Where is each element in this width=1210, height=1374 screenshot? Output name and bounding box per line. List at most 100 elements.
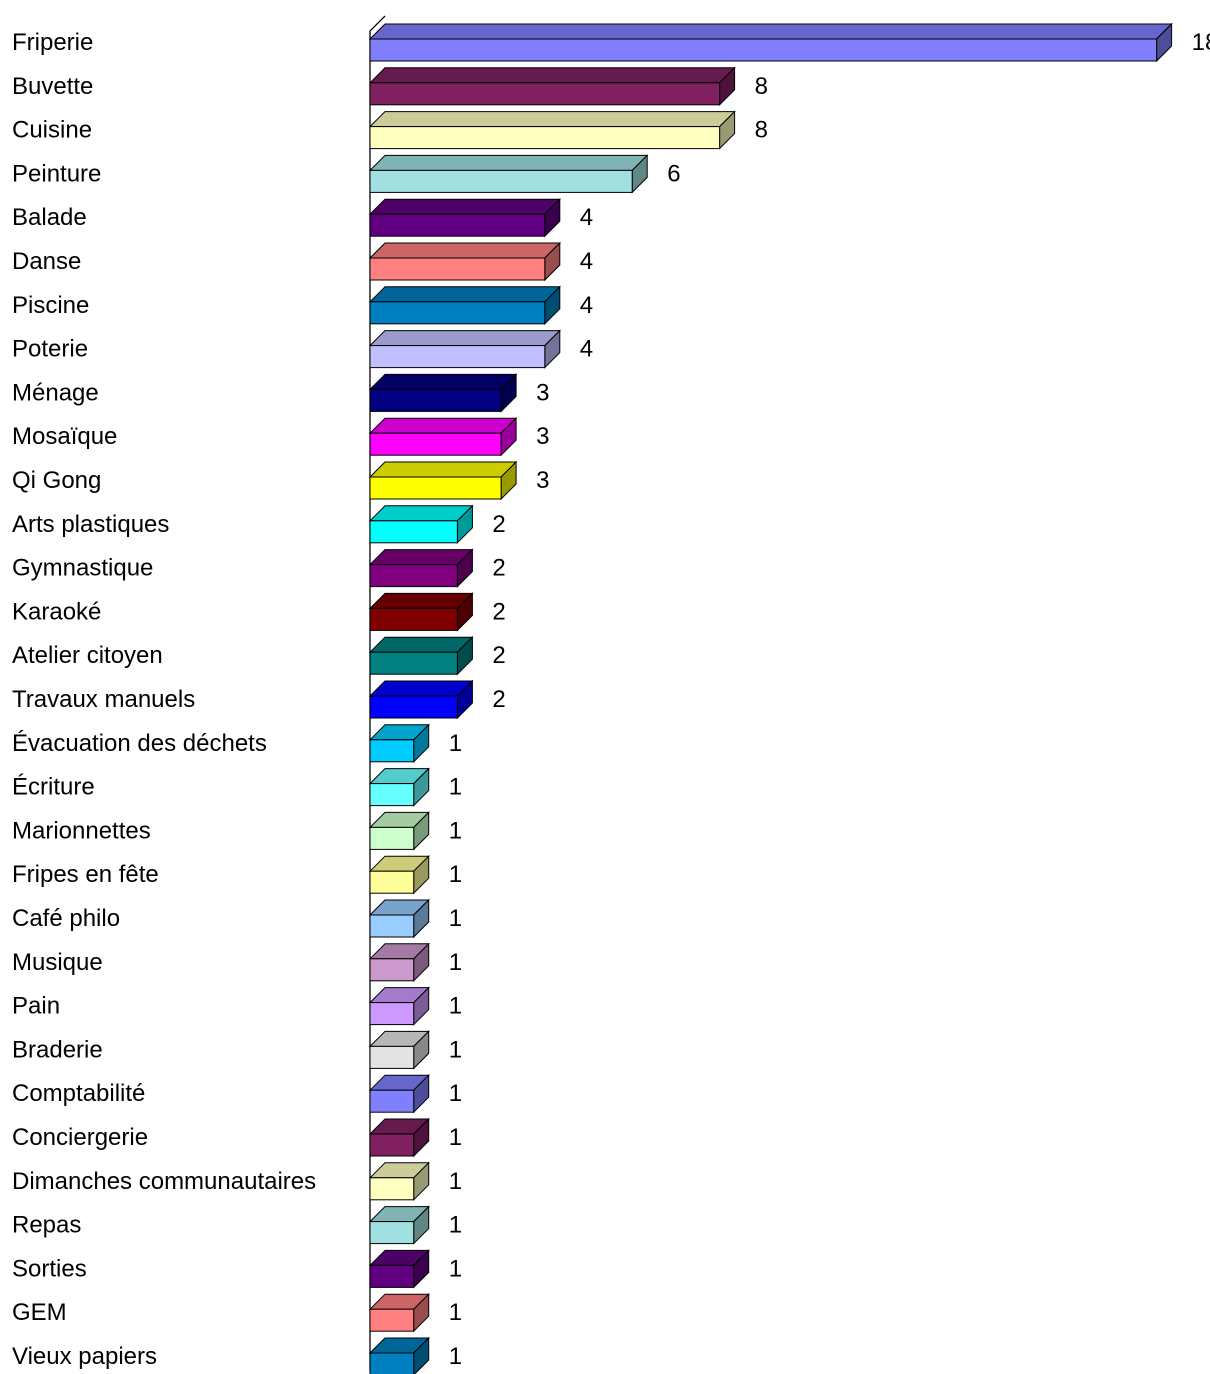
labels-layer: Friperie 18 Buvette 8 Cuisine 8 Peinture 6 Balad… — [12, 29, 1210, 1370]
value-label: 4 — [580, 336, 593, 363]
bar-top-face — [368, 461, 518, 478]
bar-front-face — [369, 1133, 415, 1157]
category-label: Arts plastiques — [12, 511, 169, 538]
category-label: Écriture — [12, 774, 95, 801]
value-label: 1 — [449, 730, 462, 757]
bar-front-face — [369, 169, 633, 193]
bar-top-face — [368, 242, 562, 259]
bar — [368, 1292, 430, 1333]
value-label: 18 — [1192, 29, 1210, 56]
value-label: 8 — [755, 117, 768, 144]
bar — [368, 942, 430, 983]
bar — [368, 898, 430, 939]
category-label: Karaoké — [12, 598, 101, 625]
bar — [368, 767, 430, 807]
category-label: Marionnettes — [12, 817, 151, 844]
category-label: Qi Gong — [12, 467, 101, 494]
value-label: 4 — [580, 204, 593, 231]
bar-top-face — [368, 417, 518, 434]
bar-front-face — [369, 476, 502, 500]
category-label: Poterie — [12, 336, 88, 363]
bar-front-face — [369, 1308, 415, 1332]
bar-front-face — [369, 257, 546, 281]
bars-layer — [368, 22, 1173, 1374]
value-label: 1 — [449, 1168, 462, 1195]
category-label: Vieux papiers — [12, 1343, 157, 1370]
bar — [368, 592, 474, 632]
bar — [368, 66, 736, 107]
value-label: 1 — [449, 1080, 462, 1107]
value-label: 3 — [536, 423, 549, 450]
category-label: Friperie — [12, 29, 93, 56]
category-label: Mosaïque — [12, 423, 117, 450]
category-label: Cuisine — [12, 117, 92, 144]
value-label: 1 — [449, 1343, 462, 1370]
bar — [368, 241, 562, 282]
category-label: Conciergerie — [12, 1124, 148, 1151]
category-label: Musique — [12, 949, 103, 976]
category-label: Travaux manuels — [12, 686, 195, 713]
bar — [368, 1161, 430, 1202]
bar-front-face — [369, 1221, 415, 1245]
bar — [368, 1030, 430, 1070]
bar — [368, 373, 518, 413]
category-label: Danse — [12, 248, 81, 275]
value-label: 1 — [449, 1124, 462, 1151]
bar-front-face — [369, 1089, 415, 1113]
bar — [368, 197, 562, 238]
category-label: Gymnastique — [12, 555, 153, 582]
bar-front-face — [369, 1002, 415, 1026]
bar-front-face — [369, 432, 502, 456]
bar — [368, 154, 649, 194]
bar-front-face — [369, 1045, 415, 1069]
value-label: 3 — [536, 379, 549, 406]
bar-top-face — [368, 330, 562, 347]
category-label: GEM — [12, 1299, 67, 1326]
category-label: Sorties — [12, 1255, 87, 1282]
bar-front-face — [369, 388, 502, 412]
bar — [368, 1249, 430, 1289]
value-label: 1 — [449, 817, 462, 844]
bar-front-face — [369, 870, 415, 894]
bar — [368, 811, 430, 851]
bar — [368, 1336, 430, 1374]
bar — [368, 504, 474, 545]
bar — [368, 1117, 430, 1158]
value-label: 2 — [492, 555, 505, 582]
value-label: 2 — [492, 598, 505, 625]
bar — [368, 854, 430, 895]
value-label: 1 — [449, 1036, 462, 1063]
value-label: 1 — [449, 1299, 462, 1326]
category-label: Piscine — [12, 292, 89, 319]
bar-front-face — [369, 958, 415, 982]
bar-top-face — [368, 636, 474, 653]
bar-top-face — [368, 111, 736, 128]
value-label: 2 — [492, 686, 505, 713]
value-label: 8 — [755, 73, 768, 100]
bar-top-face — [368, 67, 736, 84]
bar — [368, 548, 474, 588]
value-label: 1 — [449, 774, 462, 801]
bar-front-face — [369, 345, 546, 369]
category-label: Buvette — [12, 73, 93, 100]
value-label: 1 — [449, 861, 462, 888]
bar — [368, 1073, 430, 1114]
value-label: 2 — [492, 511, 505, 538]
value-label: 1 — [449, 1212, 462, 1239]
bar-front-face — [369, 914, 415, 938]
bar-front-face — [369, 38, 1158, 62]
bar-front-face — [369, 301, 546, 325]
category-label: Évacuation des déchets — [12, 730, 267, 757]
value-label: 1 — [449, 905, 462, 932]
bar-front-face — [369, 783, 415, 807]
bar-front-face — [369, 213, 546, 237]
bar — [368, 723, 430, 764]
category-label: Braderie — [12, 1036, 103, 1063]
bar-top-face — [368, 549, 474, 566]
category-label: Balade — [12, 204, 87, 231]
category-label: Ménage — [12, 379, 99, 406]
value-label: 1 — [449, 1255, 462, 1282]
bar — [368, 285, 562, 326]
value-label: 4 — [580, 292, 593, 319]
